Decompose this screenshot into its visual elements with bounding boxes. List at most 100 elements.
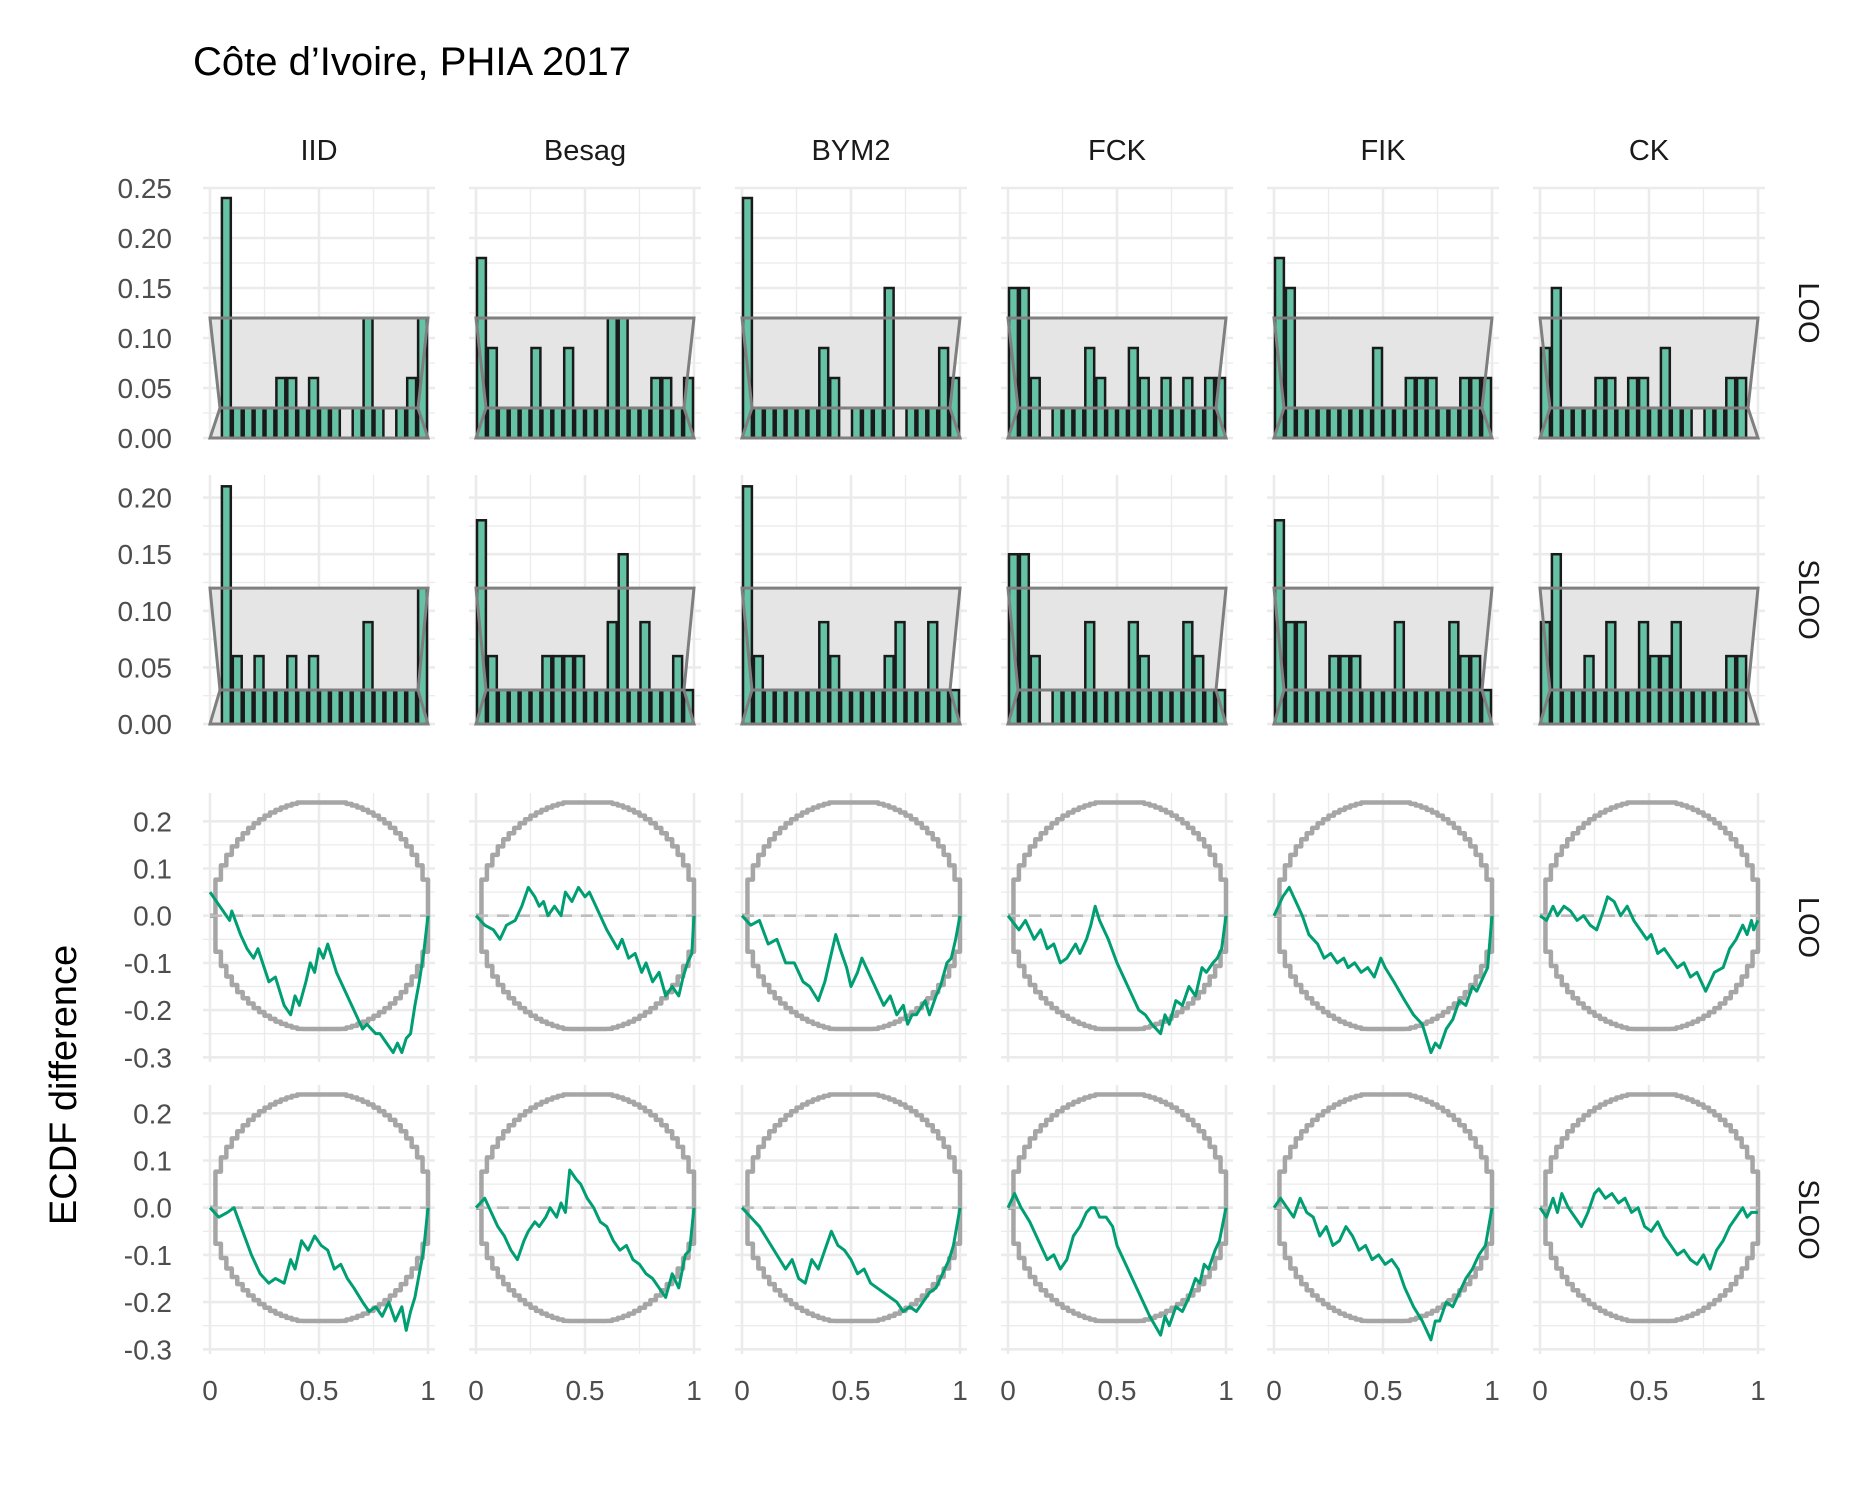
y-tick-label: 0.20 xyxy=(118,483,173,514)
histogram-bar xyxy=(318,688,331,726)
histogram-bar xyxy=(384,688,396,726)
histogram-bar xyxy=(1659,346,1672,440)
y-tick-label: 0.2 xyxy=(133,1098,172,1129)
histogram-bar xyxy=(1306,688,1318,726)
histogram-bar xyxy=(628,406,640,440)
histogram-bar xyxy=(617,316,629,440)
facet-label-sloo-row2: SLOO xyxy=(1792,559,1824,640)
x-tick-label: 0 xyxy=(734,1375,750,1406)
ecdf-envelope-lower xyxy=(742,1205,963,1324)
x-tick-label: 0.5 xyxy=(1098,1375,1137,1406)
ecdf-difference-line xyxy=(474,1168,696,1299)
ecdf-difference-line xyxy=(208,1206,430,1332)
histogram-bar xyxy=(1350,406,1362,440)
histogram-bar xyxy=(1703,406,1715,440)
histogram-bar xyxy=(1714,688,1726,726)
histogram-bar xyxy=(1437,688,1449,726)
histogram-bar xyxy=(1648,406,1661,440)
panel-hist-sloo-fik xyxy=(1267,475,1499,726)
histogram-bar xyxy=(595,406,608,440)
histogram-bar xyxy=(1149,406,1161,440)
panel-hist-loo-besag xyxy=(469,186,701,440)
ecdf-difference-line xyxy=(1272,1196,1494,1342)
histogram-bar xyxy=(763,688,775,726)
histogram-bar xyxy=(1714,406,1726,440)
facet-label-iid: IID xyxy=(300,135,337,167)
histogram-bar xyxy=(573,406,586,440)
histogram-bar xyxy=(508,406,520,440)
y-tick-label: 0.0 xyxy=(133,1193,172,1224)
histogram-bar xyxy=(916,688,928,726)
histogram-bar xyxy=(1382,688,1395,726)
x-tick-label: 1 xyxy=(1218,1375,1234,1406)
histogram-bar xyxy=(1149,688,1161,726)
histogram-bar xyxy=(1448,620,1460,726)
histogram-bar xyxy=(1284,620,1297,726)
histogram-bar xyxy=(1094,688,1107,726)
histogram-bar xyxy=(1306,406,1318,440)
histogram-bar xyxy=(1415,688,1427,726)
panel-ecdf-sloo-besag xyxy=(469,1085,701,1354)
histogram-bar xyxy=(1084,346,1096,440)
histogram-bar xyxy=(1073,406,1085,440)
facet-label-fik: FIK xyxy=(1360,135,1406,167)
histogram-bar xyxy=(1426,688,1438,726)
x-tick-label: 0 xyxy=(1532,1375,1548,1406)
ecdf-envelope-upper xyxy=(1274,800,1495,918)
y-tick-label: 0.00 xyxy=(118,709,173,740)
histogram-bar xyxy=(1284,286,1297,440)
histogram-bar xyxy=(318,406,331,440)
ecdf-envelope-lower xyxy=(210,1205,431,1324)
histogram-bar xyxy=(395,688,407,726)
x-tick-label: 0.5 xyxy=(566,1375,605,1406)
histogram-bar xyxy=(242,406,254,440)
facet-label-fck: FCK xyxy=(1088,135,1147,167)
histogram-bar xyxy=(362,620,374,726)
ecdf-difference-line xyxy=(1538,1187,1758,1271)
histogram-bar xyxy=(1550,286,1563,440)
histogram-bar xyxy=(927,620,939,726)
histogram-bar xyxy=(1051,688,1063,726)
histogram-bar xyxy=(1182,620,1194,726)
histogram-bar xyxy=(362,316,374,440)
ecdf-difference-line xyxy=(208,891,430,1055)
histogram-bar xyxy=(1594,688,1606,726)
panel-ecdf-loo-ck xyxy=(1533,793,1765,1062)
ecdf-difference-line xyxy=(474,885,696,998)
y-tick-label: 0.20 xyxy=(118,223,173,254)
histogram-bar xyxy=(1127,620,1140,726)
histogram-bar xyxy=(1572,406,1584,440)
panel-hist-loo-iid xyxy=(203,186,435,440)
histogram-bar xyxy=(1116,406,1129,440)
histogram-bar xyxy=(1360,406,1373,440)
panel-hist-sloo-iid xyxy=(203,475,435,726)
histogram-bar xyxy=(617,552,629,726)
panel-hist-loo-ck xyxy=(1533,186,1765,440)
y-tick-label: 0.1 xyxy=(133,854,172,885)
ecdf-envelope-lower xyxy=(1008,1205,1229,1324)
histogram-bar xyxy=(861,406,874,440)
histogram-bar xyxy=(595,688,608,726)
histogram-bar xyxy=(774,406,786,440)
histogram-bar xyxy=(785,406,797,440)
histogram-bar xyxy=(872,688,884,726)
histogram-bar xyxy=(530,688,542,726)
histogram-bar xyxy=(253,406,265,440)
ecdf-difference-line xyxy=(1272,885,1494,1055)
histogram-bar xyxy=(1572,688,1584,726)
panel-ecdf-loo-bym2 xyxy=(735,793,967,1062)
panel-ecdf-loo-besag xyxy=(469,793,701,1062)
histogram-bar xyxy=(373,688,385,726)
ecdf-envelope-upper xyxy=(476,800,697,918)
histogram-bar xyxy=(519,406,531,440)
panel-ecdf-loo-iid xyxy=(203,793,435,1062)
histogram-bar xyxy=(905,688,917,726)
histogram-bar xyxy=(650,688,662,726)
panel-hist-sloo-fck xyxy=(1001,475,1233,726)
histogram-bar xyxy=(1073,688,1085,726)
ecdf-envelope-upper xyxy=(210,800,431,918)
histogram-bar xyxy=(296,406,309,440)
histogram-bar xyxy=(796,688,808,726)
x-tick-label: 1 xyxy=(952,1375,968,1406)
